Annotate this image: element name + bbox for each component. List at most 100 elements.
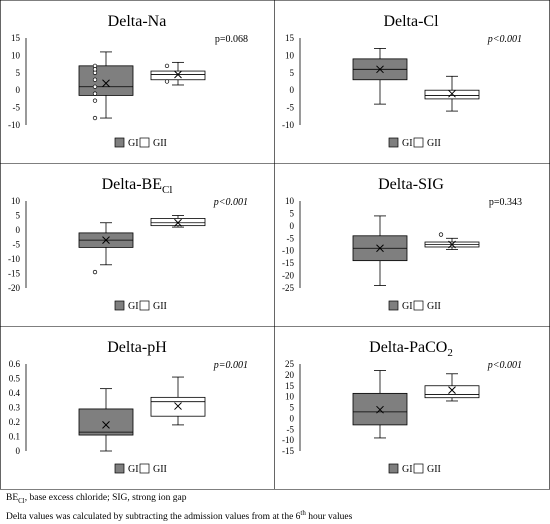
y-tick-label: 15 xyxy=(285,381,295,391)
footnote-method-end: hour values xyxy=(305,512,353,523)
y-tick-label: 15 xyxy=(11,33,21,43)
y-tick-label: -10 xyxy=(282,246,294,256)
y-tick-label: 5 xyxy=(290,208,295,218)
data-point xyxy=(92,77,98,82)
data-point xyxy=(92,91,98,96)
p-value: p<0.001 xyxy=(213,197,248,208)
chart-panel: Delta-Cl p<0.001 -10 -5 0 5 10 15 GI GII xyxy=(282,13,522,149)
footnote-ordinal: th xyxy=(300,508,306,517)
legend-swatch-gii xyxy=(139,463,150,474)
data-point xyxy=(164,63,170,68)
mean-marker xyxy=(102,79,110,88)
p-value: p=0.001 xyxy=(213,360,248,371)
data-point xyxy=(92,70,98,75)
legend-swatch-gi xyxy=(388,300,399,311)
p-value: p<0.001 xyxy=(487,34,522,45)
y-tick-label: -5 xyxy=(287,233,295,243)
legend-label-gii: GII xyxy=(427,138,441,149)
y-tick-label: 0.2 xyxy=(9,417,20,427)
y-tick-label: 0.3 xyxy=(9,403,21,413)
y-tick-label: 0 xyxy=(16,225,21,235)
data-point xyxy=(92,269,98,275)
y-tick-label: 0 xyxy=(290,221,295,231)
y-tick-label: 10 xyxy=(285,196,295,206)
mean-marker xyxy=(448,240,456,249)
y-tick-label: 10 xyxy=(11,196,21,206)
mean-marker xyxy=(102,236,110,245)
y-tick-label: 5 xyxy=(16,68,21,78)
box-gii xyxy=(150,218,206,227)
chart-title: Delta-Na xyxy=(108,13,167,30)
y-tick-label: -5 xyxy=(287,103,295,113)
legend-label-gii: GII xyxy=(153,464,167,475)
legend-label-gi: GI xyxy=(402,138,413,149)
y-tick-label: 25 xyxy=(285,359,295,369)
chart-title: Delta-SIG xyxy=(378,176,444,193)
legend-swatch-gii xyxy=(413,300,424,311)
chart-panel: Delta-pH p=0.001 0 0.1 0.2 0.3 0.4 0.5 0.6 GI GII xyxy=(9,339,248,475)
p-value: p=0.068 xyxy=(215,34,248,45)
y-tick-label: -5 xyxy=(287,424,295,434)
y-tick-label: 0.5 xyxy=(9,374,21,384)
chart-title: Delta-pH xyxy=(107,339,167,356)
chart-title-subscript: Cl xyxy=(162,184,172,196)
y-tick-label: -20 xyxy=(8,283,20,293)
legend-swatch-gii xyxy=(413,137,424,148)
footnote-line-1: BECl, base excess chloride; SIG, strong … xyxy=(6,492,352,507)
mean-marker xyxy=(376,244,384,253)
footnote-method: Delta values was calculated by subtracti… xyxy=(6,512,301,523)
chart-title: Delta-BECl xyxy=(102,176,173,196)
chart-title-subscript: 2 xyxy=(447,347,453,359)
y-tick-label: 10 xyxy=(11,50,21,60)
data-point xyxy=(92,115,98,121)
footnote-abbrev-sub: Cl xyxy=(18,496,25,505)
footnote-definitions: , base excess chloride; SIG, strong ion … xyxy=(24,493,187,503)
y-tick-label: -5 xyxy=(13,103,21,113)
data-point xyxy=(92,98,98,103)
y-tick-label: -10 xyxy=(282,435,294,445)
data-point xyxy=(92,63,98,68)
p-value: p<0.001 xyxy=(487,360,522,371)
data-point xyxy=(92,67,98,72)
data-point xyxy=(164,79,170,84)
y-tick-label: -15 xyxy=(282,446,294,456)
y-tick-label: 10 xyxy=(285,50,295,60)
legend-label-gi: GI xyxy=(128,138,139,149)
legend-label-gi: GI xyxy=(128,464,139,475)
footnote-abbrev: BE xyxy=(6,493,19,503)
legend-swatch-gii xyxy=(139,300,150,311)
p-value: p=0.343 xyxy=(489,197,522,208)
footnote: BECl, base excess chloride; SIG, strong … xyxy=(6,492,352,523)
chart-panel: Delta-Na p=0.068 -10 -5 0 5 10 15 GI GII xyxy=(8,13,248,149)
mean-marker xyxy=(174,70,182,79)
footnote-line-2: Delta values was calculated by subtracti… xyxy=(6,507,352,523)
legend-label-gii: GII xyxy=(427,301,441,312)
y-tick-label: 0 xyxy=(16,85,21,95)
legend-label-gi: GI xyxy=(402,301,413,312)
y-tick-label: 5 xyxy=(290,403,295,413)
data-point xyxy=(438,232,444,237)
legend-swatch-gii xyxy=(139,137,150,148)
y-tick-label: 0.6 xyxy=(9,359,21,369)
legend-label-gi: GI xyxy=(402,464,413,475)
legend-swatch-gi xyxy=(114,463,125,474)
legend-swatch-gi xyxy=(388,137,399,148)
y-tick-label: -5 xyxy=(13,240,21,250)
chart-panel: Delta-BECl p<0.001 -20 -15 -10 -5 0 5 10 GI GII xyxy=(8,176,248,312)
y-tick-label: 0 xyxy=(290,413,295,423)
legend-label-gi: GI xyxy=(128,301,139,312)
y-tick-label: -10 xyxy=(8,254,20,264)
y-tick-label: -15 xyxy=(282,258,294,268)
y-tick-label: -15 xyxy=(8,269,20,279)
box-gii xyxy=(424,385,480,399)
y-tick-label: -10 xyxy=(282,120,294,130)
mean-marker xyxy=(448,89,456,98)
y-tick-label: 5 xyxy=(290,68,295,78)
y-tick-label: 0 xyxy=(290,85,295,95)
box-gii xyxy=(150,70,206,81)
legend-swatch-gi xyxy=(114,137,125,148)
box-gi xyxy=(78,65,134,96)
legend-label-gii: GII xyxy=(153,301,167,312)
y-tick-label: 10 xyxy=(285,392,295,402)
